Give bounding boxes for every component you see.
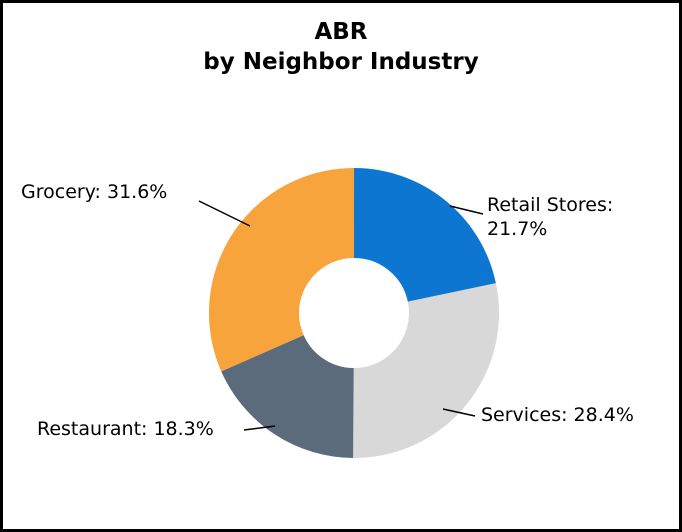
slice-services: [209, 168, 499, 458]
donut-slices: [209, 168, 499, 458]
leader-line-grocery: [198, 200, 251, 227]
donut-chart: [198, 168, 499, 458]
callout-label-grocery: Grocery: 31.6%: [21, 181, 168, 203]
callout-label-restaurant: Restaurant: 18.3%: [37, 418, 214, 440]
callout-label-retail-stores: Retail Stores: 21.7%: [487, 194, 614, 240]
leader-line-services: [442, 408, 476, 417]
chart-title: ABR by Neighbor Industry: [203, 19, 479, 75]
leader-line-restaurant: [243, 425, 276, 431]
leader-line-retail-stores: [449, 205, 484, 215]
slice-restaurant: [209, 168, 499, 458]
callout-label-services: Services: 28.4%: [481, 404, 634, 426]
